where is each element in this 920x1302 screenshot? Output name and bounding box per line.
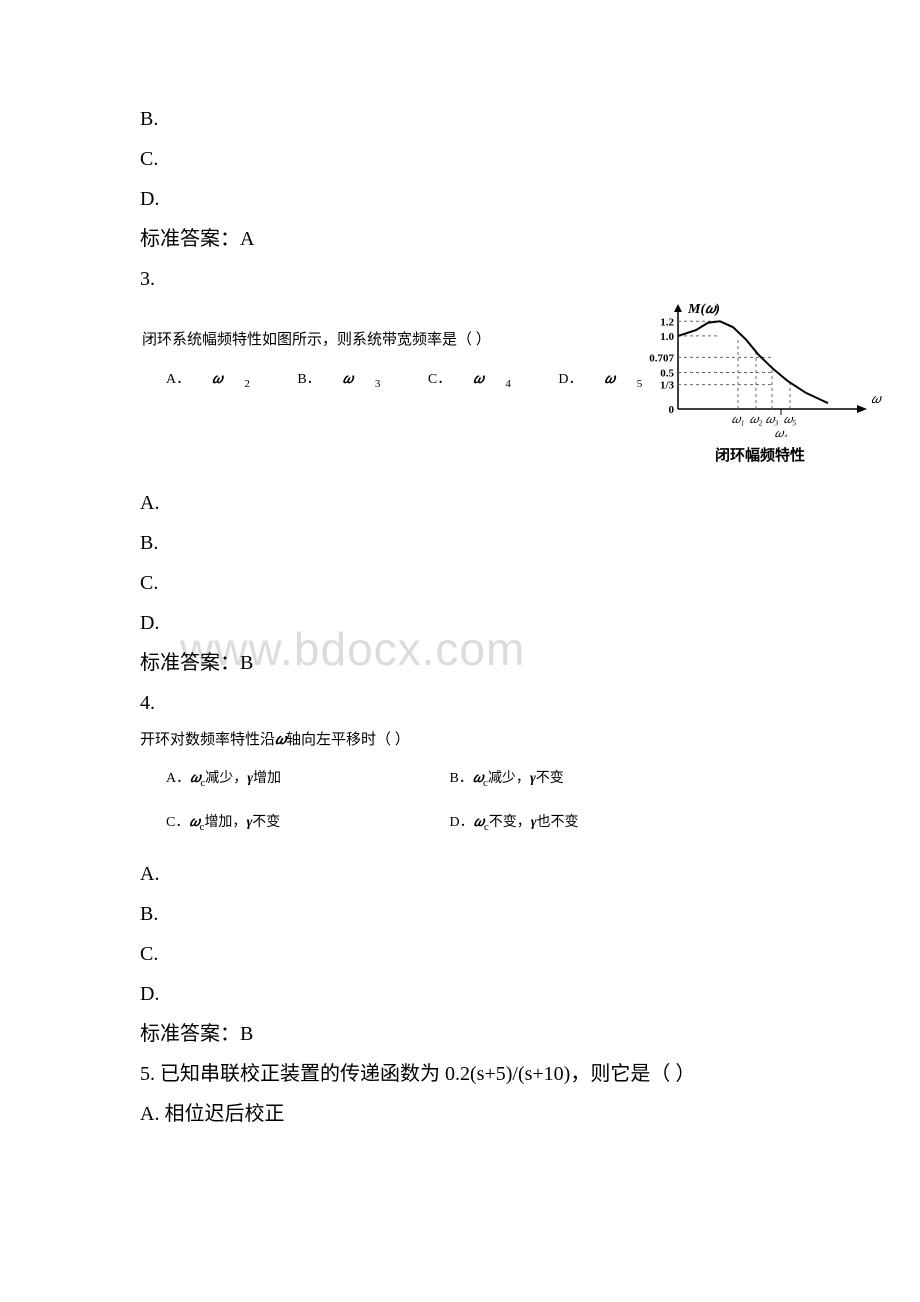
- answer-line: 标准答案：B: [140, 1015, 780, 1053]
- q4-opt-a: A．𝜔c减少，γ增加: [166, 767, 446, 789]
- question-number: 3.: [140, 260, 780, 298]
- option-b: B.: [140, 100, 780, 138]
- option-a: A.: [140, 484, 780, 522]
- q3-prompt: 闭环系统幅频特性如图所示，则系统带宽频率是（ ）: [142, 328, 491, 349]
- option-c: C.: [140, 564, 780, 602]
- svg-text:𝜔: 𝜔: [871, 391, 882, 406]
- q4-prompt: 开环对数频率特性沿𝜔轴向左平移时（ ）: [140, 728, 780, 749]
- option-a: A.: [140, 855, 780, 893]
- answer-line: 标准答案：A: [140, 220, 780, 258]
- q4-row1: A．𝜔c减少，γ增加 B．𝜔c减少，γ不变: [140, 767, 780, 789]
- q3-opt-a: A．𝜔2: [166, 372, 272, 387]
- svg-text:M(𝜔): M(𝜔): [687, 302, 720, 317]
- svg-text:0.707: 0.707: [649, 352, 674, 364]
- svg-text:1.2: 1.2: [660, 316, 674, 328]
- q5-opt-a: A. 相位迟后校正: [140, 1095, 780, 1133]
- page-content: B. C. D. 标准答案：A 3. 闭环系统幅频特性如图所示，则系统带宽频率是…: [140, 100, 780, 1133]
- q3-opt-c: C．𝜔4: [428, 372, 533, 387]
- q4-opt-c: C．𝜔c增加，γ不变: [166, 811, 446, 833]
- svg-text:0.5: 0.5: [660, 367, 674, 379]
- option-c: C.: [140, 935, 780, 973]
- option-d: D.: [140, 604, 780, 642]
- q3-chart-svg: M(𝜔) 1.2 1.0 0.707 0.51/3 0 𝜔₁ 𝜔₂𝜔₃ 𝜔₅𝜔₄ 𝜔: [630, 302, 890, 437]
- option-b: B.: [140, 524, 780, 562]
- q4-image-block: 开环对数频率特性沿𝜔轴向左平移时（ ） A．𝜔c减少，γ增加 B．𝜔c减少，γ不…: [140, 728, 780, 833]
- svg-text:𝜔₃: 𝜔₃: [766, 412, 779, 426]
- q3-chart-caption: 闭环幅频特性: [630, 444, 890, 465]
- q4-opt-b: B．𝜔c减少，γ不变: [450, 767, 730, 789]
- svg-text:𝜔₁: 𝜔₁: [732, 412, 745, 426]
- svg-text:1/3: 1/3: [660, 380, 675, 392]
- question-number: 4.: [140, 684, 780, 722]
- q5-prompt: 5. 已知串联校正装置的传递函数为 0.2(s+5)/(s+10)，则它是（ ）: [140, 1055, 780, 1093]
- q3-chart: M(𝜔) 1.2 1.0 0.707 0.51/3 0 𝜔₁ 𝜔₂𝜔₃ 𝜔₅𝜔₄ 𝜔 闭环幅频特性: [630, 302, 890, 462]
- option-c: C.: [140, 140, 780, 178]
- svg-text:𝜔₂: 𝜔₂: [750, 412, 763, 426]
- q3-opt-b: B．𝜔3: [297, 372, 402, 387]
- svg-text:0: 0: [669, 404, 675, 416]
- option-d: D.: [140, 180, 780, 218]
- option-d: D.: [140, 975, 780, 1013]
- option-b: B.: [140, 895, 780, 933]
- svg-text:𝜔₄: 𝜔₄: [775, 426, 788, 437]
- svg-text:𝜔₅: 𝜔₅: [784, 412, 797, 426]
- svg-text:1.0: 1.0: [660, 331, 674, 343]
- q4-opt-d: D．𝜔c不变，γ也不变: [450, 811, 730, 833]
- q4-row2: C．𝜔c增加，γ不变 D．𝜔c不变，γ也不变: [140, 811, 780, 833]
- answer-line: 标准答案：B: [140, 644, 780, 682]
- q3-image-block: 闭环系统幅频特性如图所示，则系统带宽频率是（ ） A．𝜔2 B．𝜔3 C．𝜔4 …: [140, 310, 780, 470]
- q3-inline-options: A．𝜔2 B．𝜔3 C．𝜔4 D．𝜔5: [166, 368, 686, 390]
